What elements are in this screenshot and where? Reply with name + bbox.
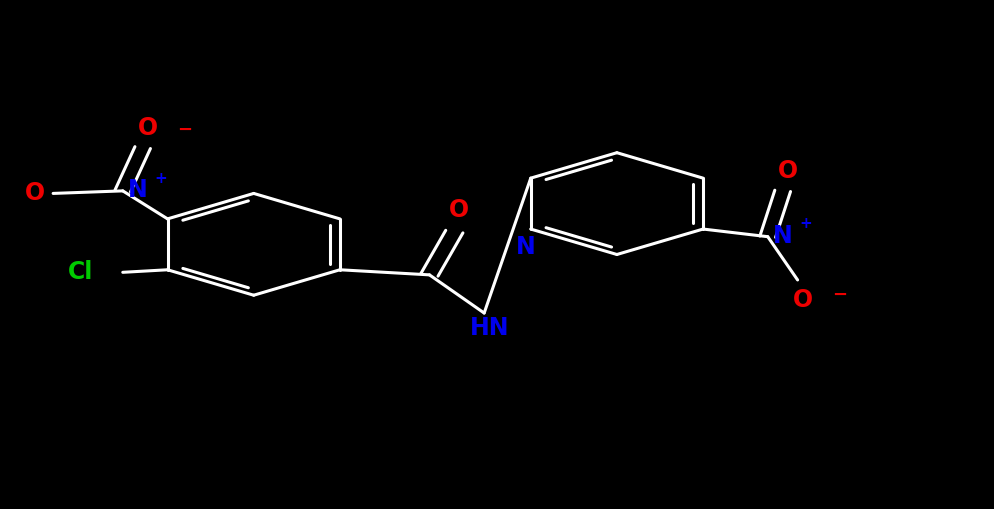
Text: +: + [154, 171, 167, 186]
Text: −: − [177, 121, 192, 138]
Text: O: O [791, 288, 812, 312]
Text: N: N [127, 178, 147, 202]
Text: O: O [25, 181, 45, 206]
Text: +: + [798, 216, 811, 232]
Text: N: N [515, 235, 535, 259]
Text: N: N [772, 223, 791, 248]
Text: Cl: Cl [68, 260, 92, 285]
Text: HN: HN [469, 316, 508, 340]
Text: −: − [831, 286, 846, 304]
Text: O: O [448, 199, 469, 222]
Text: O: O [776, 159, 797, 183]
Text: O: O [137, 116, 158, 140]
